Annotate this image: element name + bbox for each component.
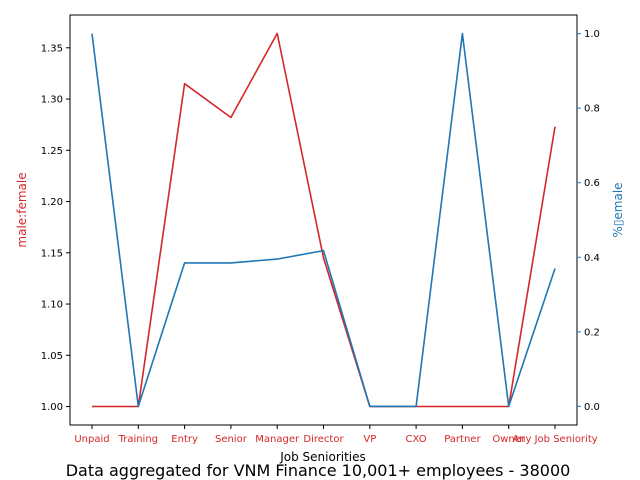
x-axis-tick-label: CXO: [406, 434, 427, 445]
left-axis-tick-label: 1.20: [41, 197, 63, 208]
left-axis-tick-label: 1.35: [41, 43, 63, 54]
right-axis-tick-label: 0.6: [584, 178, 600, 189]
x-axis-tick-label: Manager: [255, 434, 300, 445]
left-axis-tick-label: 1.00: [41, 402, 63, 413]
x-axis-tick-label: Director: [303, 434, 344, 445]
x-axis-tick-label: Entry: [171, 434, 198, 445]
x-axis-tick-label: Unpaid: [74, 434, 109, 445]
left-axis-tick-label: 1.10: [41, 300, 63, 311]
series-layer: [91, 32, 556, 408]
right-axis-tick-label: 0.4: [584, 253, 600, 264]
x-axis-tick-label: Partner: [444, 434, 481, 445]
x-axis-tick-label: Training: [118, 434, 158, 445]
female-share-line: [91, 32, 556, 408]
left-axis-tick-label: 1.25: [41, 146, 63, 157]
right-axis-tick-label: 0.2: [584, 327, 600, 338]
right-axis: 0.0 0.2 0.4 0.6 0.8 1.0: [577, 29, 600, 413]
male-female-ratio-line: [92, 32, 556, 408]
x-axis-tick-label: VP: [363, 434, 376, 445]
plot-area: [69, 14, 578, 426]
chart-caption: Data aggregated for VNM Finance 10,001+ …: [66, 461, 571, 480]
x-axis: Unpaid Training Entry Senior Manager Director…: [74, 425, 598, 445]
left-axis-tick-label: 1.30: [41, 95, 63, 106]
x-axis-tick-label: Senior: [215, 434, 248, 445]
x-axis-title: Job Seniorities: [279, 450, 366, 464]
left-axis-title: male:female: [15, 172, 29, 247]
plot-frame: [69, 14, 578, 426]
left-axis-tick-label: 1.15: [41, 248, 63, 259]
right-axis-title: %▯emale: [611, 182, 625, 237]
right-axis-tick-label: 0.8: [584, 104, 600, 115]
left-axis-tick-label: 1.05: [41, 351, 63, 362]
right-axis-tick-label: 0.0: [584, 402, 600, 413]
right-axis-tick-label: 1.0: [584, 29, 600, 40]
x-axis-tick-label: Any Job Seniority: [512, 434, 597, 445]
left-axis: 1.00 1.05 1.10 1.15 1.20 1.25 1.30 1.35: [41, 43, 70, 413]
x-axis-tick-label: Owner: [492, 434, 526, 445]
